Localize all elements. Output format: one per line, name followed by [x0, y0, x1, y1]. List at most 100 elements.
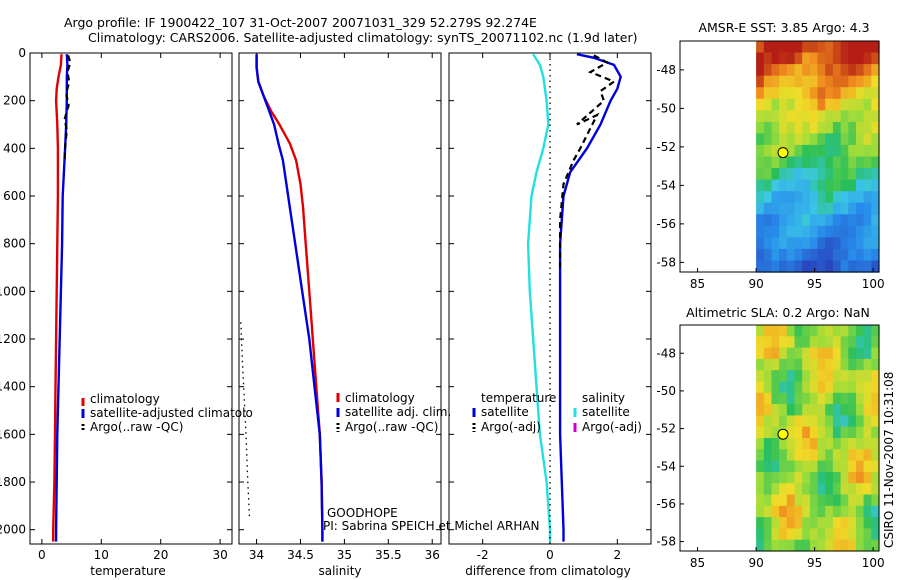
sla-heat-cell [848, 415, 857, 428]
sst-heat-cell [802, 202, 811, 215]
sst-heat-cell [771, 214, 780, 227]
sla-heat-cell [802, 404, 811, 416]
sla-heat-cell [840, 483, 849, 496]
sla-heat-cell [825, 460, 834, 473]
sla-heat-cell [848, 471, 857, 484]
sst-heat-cell [825, 156, 834, 169]
difference-xtick-label: 0 [546, 548, 554, 562]
sla-heat-cell [817, 494, 826, 507]
sst-heat-cell [840, 75, 849, 88]
sla-heat-cell [856, 415, 865, 428]
sla-heat-cell [786, 358, 796, 371]
sst-heat-cell [802, 64, 811, 77]
legend-climatology: climatology [90, 392, 160, 406]
sst-heat-cell [763, 64, 773, 77]
sst-heat-cell [856, 179, 865, 192]
sla-heat-cell [856, 438, 865, 450]
sla-heat-cell [848, 336, 857, 349]
sst-heat-cell [817, 87, 826, 100]
sst-heat-cell [832, 248, 842, 262]
sst-heat-cell [756, 75, 765, 88]
sla-heat-cell [756, 483, 765, 496]
sst-heat-cell [786, 179, 796, 192]
sst-heat-cell [863, 168, 872, 181]
sst-heat-cell [832, 237, 842, 250]
sla-heat-cell [856, 392, 865, 405]
sst-heat-cell [832, 260, 842, 273]
sla-heat-cell [763, 539, 773, 552]
sst-heat-cell [856, 98, 865, 111]
sst-heat-cell [848, 64, 857, 77]
sst-lon-tick-label: 95 [807, 277, 822, 291]
sst-heat-cell [763, 121, 773, 135]
sst-heat-cell [840, 237, 849, 250]
sst-heat-cell [794, 179, 803, 192]
temperature-legend: climatology satellite-adjusted climatolo… [81, 392, 253, 434]
sst-heat-cell [817, 41, 826, 54]
sst-heat-cell [802, 87, 811, 100]
sst-heat-cell [794, 110, 803, 123]
sla-heat-cell [779, 381, 788, 394]
sst-heat-cell [825, 87, 834, 100]
sst-lat-tick-label: -58 [656, 255, 676, 269]
sst-heat-cell [794, 260, 803, 273]
sla-heat-cell [779, 404, 788, 416]
sst-heat-cell [856, 202, 865, 215]
sla-heat-cell [786, 505, 796, 518]
sla-heat-cell [756, 381, 765, 394]
sla-heat-cell [825, 505, 834, 518]
sla-heat-cell [763, 528, 773, 541]
sla-heat-cell [863, 336, 872, 349]
sst-heat-cell [756, 225, 765, 238]
legend-temperature-title: temperature [481, 391, 556, 405]
sst-heat-cell [771, 260, 780, 273]
sst-heat-cell [871, 179, 880, 192]
sst-heat-cell [771, 98, 780, 111]
difference-xtick-label: -2 [477, 548, 489, 562]
sla-heat-cell [786, 471, 796, 484]
sla-heat-cell [756, 415, 765, 428]
sst-heat-cell [786, 214, 796, 227]
sla-heat-cell [786, 528, 796, 541]
sst-heat-cell [809, 144, 819, 158]
sla-heat-cell [786, 517, 796, 529]
sla-heat-cell [848, 325, 857, 337]
sst-heat-cell [825, 121, 834, 135]
sst-heat-cell [809, 168, 819, 181]
sst-heat-cell [794, 168, 803, 181]
sst-heat-cell [756, 156, 765, 169]
sst-heat-cell [809, 64, 819, 77]
sst-heat-cell [817, 64, 826, 77]
temperature-xtick-label: 10 [94, 548, 109, 562]
sst-heat-cell [840, 225, 849, 238]
sla-heat-cell [825, 392, 834, 405]
sla-heat-cell [817, 449, 826, 462]
sst-heat-cell [825, 168, 834, 181]
sst-heat-cell [809, 248, 819, 262]
sst-heat-cell [825, 133, 834, 146]
depth-tick-label: 1400 [0, 380, 26, 394]
sla-heat-cell [779, 347, 788, 360]
difference-legend: temperature salinity satellite Argo(-adj… [472, 391, 642, 434]
sst-heat-cell [871, 64, 880, 77]
sst-heat-cell [840, 98, 849, 111]
sla-heat-cell [840, 336, 849, 349]
sla-heat-cell [786, 325, 796, 337]
sla-heat-cell [763, 358, 773, 371]
sla-heat-cell [794, 494, 803, 507]
sla-lat-tick-label: -58 [656, 535, 676, 549]
sst-heat-cell [848, 52, 857, 65]
sst-heat-cell [848, 260, 857, 273]
sst-heat-cell [756, 41, 765, 54]
sst-heat-cell [848, 168, 857, 181]
sst-heat-cell [802, 191, 811, 204]
sla-lat-tick-label: -52 [656, 422, 676, 436]
sla-heat-cell [802, 460, 811, 473]
sst-heat-cell [802, 248, 811, 262]
sla-heat-cell [840, 505, 849, 518]
sst-heat-cell [809, 214, 819, 227]
sla-heat-cell [771, 325, 780, 337]
sst-heat-cell [756, 133, 765, 146]
sla-heat-cell [756, 539, 765, 552]
sla-heat-cell [832, 426, 842, 439]
